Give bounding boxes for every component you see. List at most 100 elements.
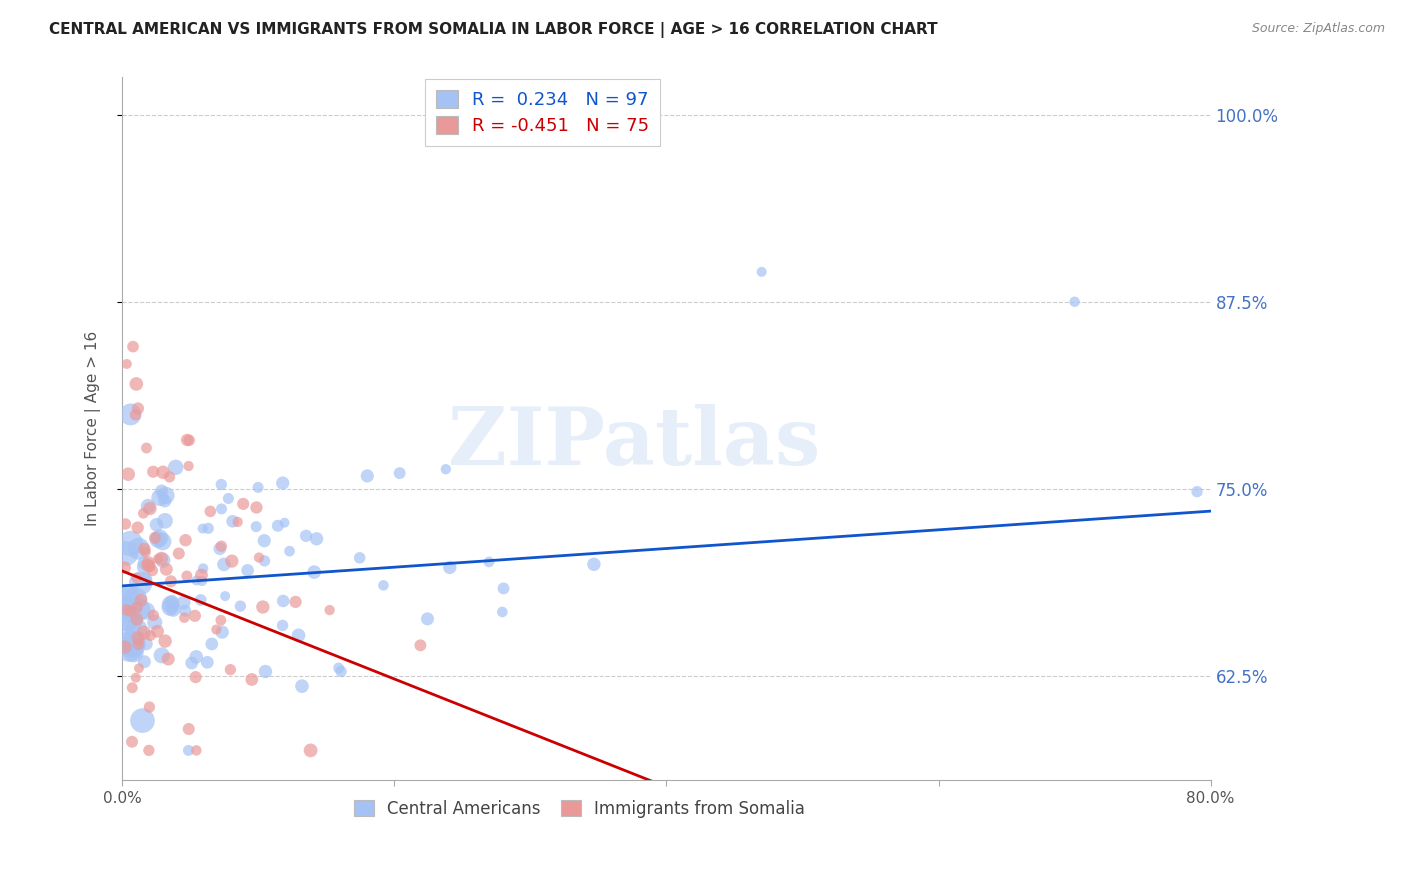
Point bbox=[134, 541, 156, 556]
Point bbox=[159, 600, 181, 615]
Point bbox=[124, 591, 146, 606]
Point bbox=[302, 565, 325, 579]
Point bbox=[416, 612, 439, 626]
Point bbox=[267, 518, 290, 533]
Point bbox=[165, 460, 187, 475]
Point bbox=[219, 663, 242, 677]
Point bbox=[373, 578, 395, 592]
Point bbox=[434, 462, 457, 476]
Point bbox=[209, 539, 232, 553]
Point bbox=[146, 552, 169, 566]
Point bbox=[118, 641, 141, 656]
Point bbox=[221, 514, 243, 528]
Point bbox=[174, 604, 197, 618]
Point bbox=[212, 558, 235, 572]
Point bbox=[318, 603, 340, 617]
Point bbox=[191, 561, 214, 575]
Point bbox=[142, 465, 165, 479]
Point bbox=[184, 670, 207, 684]
Point bbox=[229, 599, 252, 614]
Point bbox=[180, 656, 202, 670]
Point bbox=[201, 637, 224, 651]
Point bbox=[284, 595, 307, 609]
Text: ZIPatlas: ZIPatlas bbox=[447, 404, 820, 482]
Point bbox=[217, 491, 239, 506]
Point bbox=[149, 491, 172, 505]
Point bbox=[252, 600, 274, 615]
Point bbox=[388, 466, 411, 480]
Point bbox=[245, 500, 267, 515]
Point bbox=[125, 571, 148, 585]
Point bbox=[132, 560, 155, 574]
Point bbox=[125, 622, 148, 636]
Point bbox=[115, 546, 138, 560]
Point bbox=[184, 608, 207, 623]
Point bbox=[191, 522, 214, 536]
Point bbox=[135, 441, 157, 455]
Point bbox=[146, 624, 169, 639]
Point bbox=[120, 408, 142, 422]
Point bbox=[143, 531, 166, 545]
Point bbox=[492, 582, 515, 596]
Point bbox=[115, 603, 138, 617]
Point bbox=[136, 558, 159, 573]
Point bbox=[160, 595, 183, 609]
Point bbox=[155, 562, 177, 576]
Point bbox=[150, 483, 173, 498]
Point bbox=[142, 608, 165, 623]
Point bbox=[138, 559, 160, 574]
Point bbox=[299, 743, 322, 757]
Point bbox=[124, 408, 146, 422]
Point bbox=[129, 576, 152, 591]
Point bbox=[121, 735, 143, 749]
Point bbox=[121, 637, 143, 651]
Point bbox=[128, 637, 150, 651]
Point bbox=[138, 556, 160, 570]
Point bbox=[176, 433, 198, 447]
Point bbox=[159, 598, 181, 612]
Point bbox=[145, 517, 167, 532]
Point bbox=[132, 506, 155, 520]
Point bbox=[127, 602, 149, 616]
Point bbox=[117, 467, 139, 482]
Point bbox=[143, 615, 166, 630]
Point bbox=[125, 612, 148, 626]
Point bbox=[245, 519, 267, 533]
Point bbox=[190, 568, 212, 582]
Point bbox=[146, 533, 169, 547]
Point bbox=[271, 594, 294, 608]
Point bbox=[1185, 484, 1208, 499]
Point bbox=[295, 529, 318, 543]
Point bbox=[232, 497, 254, 511]
Point bbox=[174, 533, 197, 548]
Point bbox=[114, 516, 136, 531]
Point bbox=[200, 504, 222, 518]
Point bbox=[177, 722, 200, 736]
Point bbox=[173, 595, 195, 609]
Point bbox=[305, 532, 328, 546]
Point bbox=[176, 569, 198, 583]
Point bbox=[152, 465, 174, 479]
Point bbox=[135, 637, 157, 651]
Point bbox=[191, 574, 214, 588]
Point bbox=[139, 501, 162, 516]
Point bbox=[179, 434, 201, 448]
Point bbox=[1063, 294, 1085, 309]
Point bbox=[214, 589, 236, 603]
Point bbox=[129, 593, 152, 607]
Point bbox=[409, 638, 432, 652]
Point bbox=[128, 541, 150, 556]
Point bbox=[153, 494, 176, 508]
Point bbox=[177, 743, 200, 757]
Point bbox=[177, 458, 200, 473]
Point bbox=[221, 554, 243, 568]
Point bbox=[135, 572, 157, 586]
Point bbox=[128, 661, 150, 675]
Point bbox=[115, 612, 138, 626]
Point bbox=[356, 469, 378, 483]
Point bbox=[195, 656, 218, 670]
Point bbox=[152, 553, 174, 567]
Point bbox=[138, 700, 160, 714]
Point bbox=[167, 547, 190, 561]
Point bbox=[287, 628, 309, 642]
